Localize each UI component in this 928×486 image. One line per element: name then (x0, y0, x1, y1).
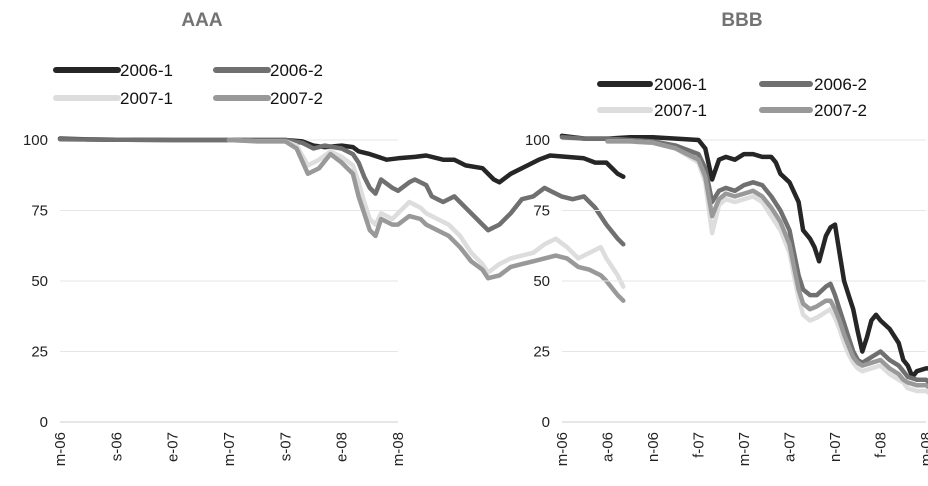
x-tick-label: a-07 (782, 432, 799, 462)
plot-area-bbb: 0 25 50 75 100 m-06 a-06 n-06 f-07 m-07 a-07 n-07 f-… (525, 132, 928, 466)
y-tick-label: 75 (31, 203, 48, 220)
y-tick-label: 50 (533, 273, 550, 290)
x-tick-label: a-06 (600, 432, 617, 462)
y-tick-label: 100 (23, 132, 48, 149)
y-tick-label: 0 (40, 414, 48, 431)
series-line-2007-1 (605, 139, 928, 395)
x-tick-label: n-06 (645, 432, 662, 462)
legend-label-bbb-2007-2: 2007-2 (814, 101, 867, 120)
plot-area-aaa: 0 25 50 75 100 m-06 s-06 e-07 m-07 s-07 e-08 m-08 (23, 132, 626, 466)
x-tick-label: f-07 (691, 432, 708, 458)
x-tick-label: e-08 (334, 432, 351, 462)
legend-label-aaa-2006-1: 2006-1 (120, 61, 173, 80)
chart-title-bbb: BBB (721, 10, 762, 31)
y-tick-label: 25 (533, 344, 550, 361)
chart-panel-aaa: AAA 2006-1 2006-2 2007-1 2007-2 0 25 50 75 1… (23, 10, 626, 466)
x-tick-label: n-07 (827, 432, 844, 462)
x-tick-label: m-08 (390, 432, 407, 466)
y-tick-label: 75 (533, 203, 550, 220)
x-tick-label: s-07 (277, 432, 294, 461)
series-line-2006-2 (57, 136, 626, 247)
legend-label-aaa-2007-2: 2007-2 (270, 89, 323, 108)
legend-label-aaa-2006-2: 2006-2 (270, 61, 323, 80)
series-line-2006-1 (559, 133, 928, 380)
x-tick-label: m-06 (52, 432, 69, 466)
y-tick-label: 25 (31, 344, 48, 361)
series-line-2007-1 (226, 137, 626, 289)
y-tick-label: 0 (542, 414, 550, 431)
chart-panel-bbb: BBB 2006-1 2006-2 2007-1 2007-2 0 25 50 75 1… (525, 10, 928, 466)
series-line-2007-2 (226, 137, 626, 303)
x-tick-label: m-07 (221, 432, 238, 466)
legend-label-bbb-2007-1: 2007-1 (654, 101, 707, 120)
y-tick-label: 50 (31, 273, 48, 290)
x-tick-label: s-06 (108, 432, 125, 461)
y-tick-label: 100 (525, 132, 550, 149)
legend-label-aaa-2007-1: 2007-1 (120, 89, 173, 108)
legend-label-bbb-2006-2: 2006-2 (814, 75, 867, 94)
x-tick-label: m-06 (554, 432, 571, 466)
chart-title-aaa: AAA (181, 10, 222, 31)
legend-aaa: 2006-1 2006-2 2007-1 2007-2 (53, 61, 323, 108)
legend-bbb: 2006-1 2006-2 2007-1 2007-2 (597, 75, 867, 120)
x-tick-label: m-07 (736, 432, 753, 466)
series-line-2007-2 (605, 139, 928, 390)
legend-label-bbb-2006-1: 2006-1 (654, 75, 707, 94)
x-tick-label: m-08 (918, 432, 928, 466)
x-tick-label: e-07 (165, 432, 182, 462)
x-tick-label: f-08 (873, 432, 890, 458)
